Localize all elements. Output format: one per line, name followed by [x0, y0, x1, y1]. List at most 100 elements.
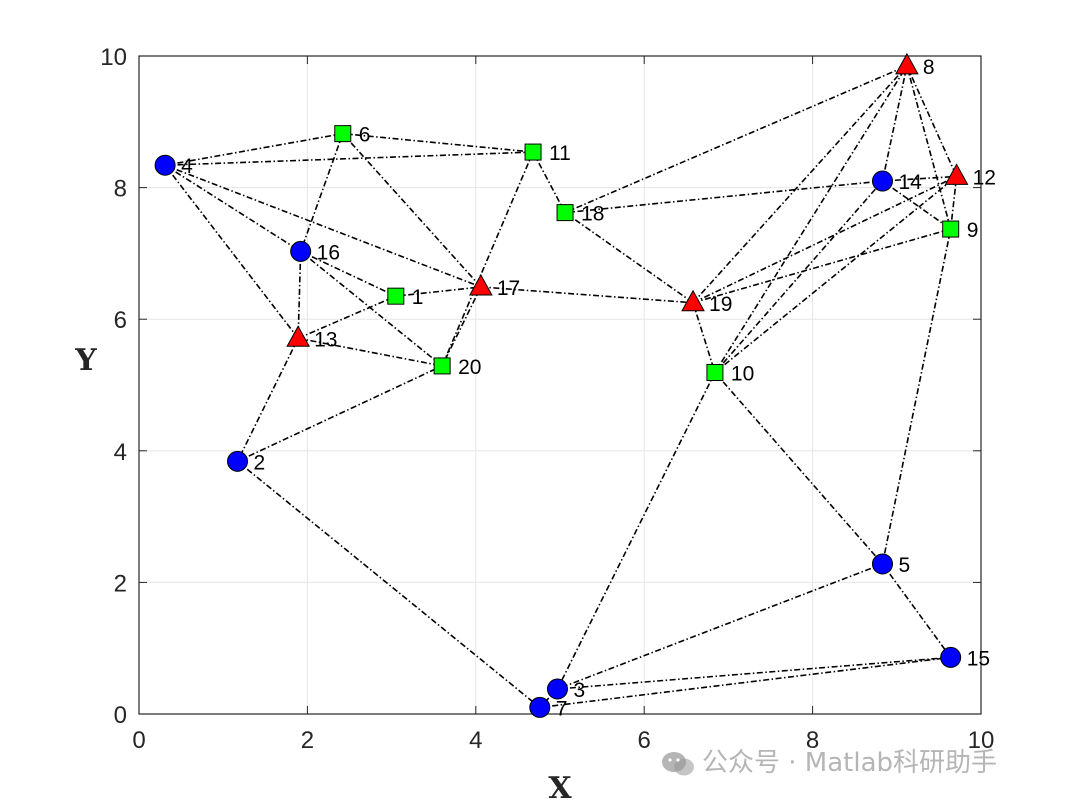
- edge-line: [692, 65, 908, 304]
- edge-line: [714, 371, 884, 565]
- node-label: 14: [898, 171, 922, 194]
- edge-line: [300, 250, 443, 367]
- node-label: 15: [967, 647, 990, 670]
- node-marker-square: [524, 143, 542, 161]
- y-tick-label: 0: [114, 702, 127, 729]
- node-marker-circle: [940, 646, 962, 668]
- ticks: 0 2 4 6 8 10 0 2 4 6 8 10: [100, 44, 994, 754]
- edge-line: [299, 133, 344, 252]
- node-marker-triangle: [286, 325, 310, 347]
- edge-line: [556, 372, 716, 690]
- x-axis-title: X: [548, 771, 572, 805]
- node-label: 17: [497, 277, 520, 300]
- edge-line: [342, 132, 534, 153]
- edge-line: [480, 286, 694, 304]
- edge-line: [532, 151, 566, 213]
- edge-line: [164, 132, 343, 167]
- node-marker-circle: [227, 450, 249, 472]
- node-label: 5: [898, 554, 910, 577]
- edge-line: [881, 65, 908, 182]
- node-label: 13: [314, 328, 337, 351]
- x-tick-label: 4: [469, 727, 482, 754]
- node-label: 11: [549, 142, 571, 165]
- plot-background: [139, 56, 981, 714]
- node-label: 8: [923, 56, 935, 79]
- node-label: 10: [731, 362, 754, 385]
- node-label: 2: [254, 451, 266, 474]
- node-label: 20: [458, 356, 481, 379]
- node-marker-square: [706, 363, 724, 381]
- edge-line: [714, 180, 884, 374]
- node-label: 16: [317, 241, 340, 264]
- node-marker-circle: [290, 240, 312, 262]
- node-marker-triangle: [681, 289, 705, 312]
- node-marker-circle: [871, 170, 893, 192]
- node-marker-triangle: [944, 163, 969, 185]
- node-marker-circle: [871, 553, 893, 575]
- edge-line: [692, 228, 951, 304]
- edge-line: [714, 175, 958, 374]
- node-marker-square: [334, 125, 352, 143]
- x-tick-label: 0: [132, 727, 145, 754]
- grid: [138, 55, 982, 715]
- node-marker-triangle: [469, 273, 493, 296]
- edge-line: [300, 250, 397, 297]
- edge-line: [297, 295, 397, 340]
- edge-line: [164, 164, 299, 339]
- edge-line: [906, 65, 958, 177]
- node-marker-triangle: [895, 52, 919, 75]
- node-marker-circle: [546, 678, 568, 700]
- edge-line: [297, 251, 302, 339]
- edge-line: [557, 656, 951, 690]
- edge-line: [441, 151, 534, 367]
- edge-line: [164, 164, 302, 253]
- edge-line: [564, 211, 694, 304]
- edge-line: [297, 337, 443, 367]
- node-label: 18: [581, 203, 604, 226]
- edge-line: [237, 365, 443, 463]
- edge-line: [881, 228, 952, 565]
- edge-line: [949, 176, 958, 230]
- edge-line: [564, 180, 883, 214]
- edge-line: [237, 460, 541, 709]
- edge-line: [881, 563, 952, 658]
- edge-line: [714, 65, 908, 373]
- node-label: 12: [973, 166, 996, 189]
- node-label: 6: [359, 124, 371, 147]
- node-marker-circle: [154, 154, 176, 176]
- edge-line: [906, 65, 952, 230]
- watermark-text: 公众号 · Matlab科研助手: [702, 748, 998, 778]
- node-label: 1: [412, 286, 424, 309]
- x-tick-label: 8: [806, 727, 819, 754]
- node-label: 4: [181, 155, 193, 178]
- y-tick-label: 2: [114, 570, 127, 597]
- node-marker-square: [433, 357, 451, 375]
- node-label: 9: [967, 219, 979, 242]
- node-marker-circle: [529, 696, 551, 718]
- watermark: 公众号 · Matlab科研助手: [660, 742, 997, 779]
- y-tick-label: 10: [100, 44, 127, 71]
- y-tick-label: 6: [114, 307, 127, 334]
- node-label: 7: [556, 697, 568, 720]
- node-marker-square: [556, 204, 574, 222]
- wechat-icon: [662, 751, 694, 775]
- x-tick-label: 2: [301, 727, 314, 754]
- y-tick-label: 4: [114, 439, 127, 466]
- edge-line: [165, 151, 534, 167]
- edge-line: [882, 180, 952, 230]
- edge-line: [342, 133, 482, 288]
- node-marker-square: [387, 287, 405, 305]
- edge-line: [557, 563, 883, 690]
- edge-line: [395, 286, 481, 297]
- node-marker-square: [942, 220, 960, 238]
- x-tick-label: 10: [968, 727, 995, 754]
- edge-line: [236, 337, 299, 462]
- plot-frame: [138, 55, 982, 715]
- edges: [164, 65, 958, 709]
- y-tick-label: 8: [114, 176, 127, 203]
- x-tick-label: 6: [638, 727, 651, 754]
- y-axis-title: Y: [74, 343, 97, 378]
- edge-line: [692, 175, 957, 304]
